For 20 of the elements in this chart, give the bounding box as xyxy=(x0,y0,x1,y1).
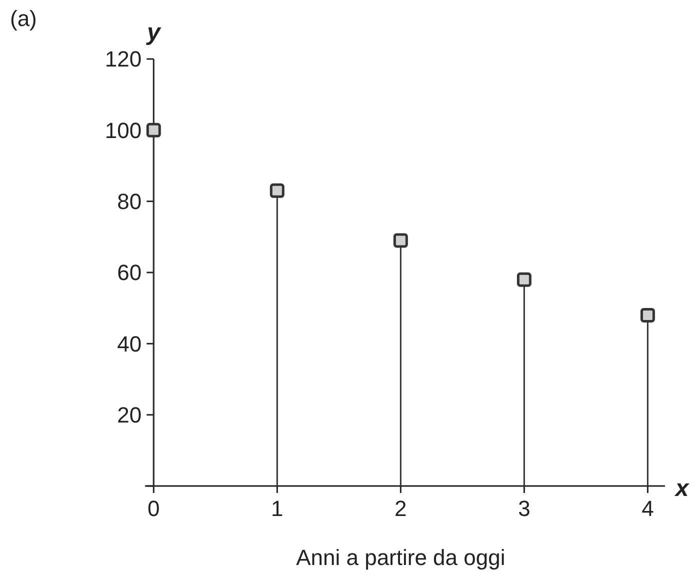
y-axis-title: y xyxy=(146,19,162,46)
x-tick-label: 2 xyxy=(394,496,407,521)
y-tick-label: 40 xyxy=(117,331,142,356)
x-tick-label: 4 xyxy=(642,496,654,521)
text: x xyxy=(673,475,690,502)
y-tick-label: 80 xyxy=(117,189,142,214)
point xyxy=(393,233,408,248)
y-tick-label: 100 xyxy=(104,118,142,143)
x-tick-label: 0 xyxy=(148,496,160,521)
point xyxy=(516,272,532,287)
y-tick-label: 60 xyxy=(117,260,142,286)
x-axis-title: Anni a partire da oggi xyxy=(296,545,506,570)
x-tick-label: 3 xyxy=(518,496,530,521)
point xyxy=(270,183,284,198)
y-tick-label: 20 xyxy=(117,402,142,428)
point xyxy=(146,122,161,138)
y-tick-label: 120 xyxy=(104,46,142,72)
x-tick-label: 1 xyxy=(271,496,284,521)
text: (a) xyxy=(10,6,37,31)
point xyxy=(640,308,655,322)
